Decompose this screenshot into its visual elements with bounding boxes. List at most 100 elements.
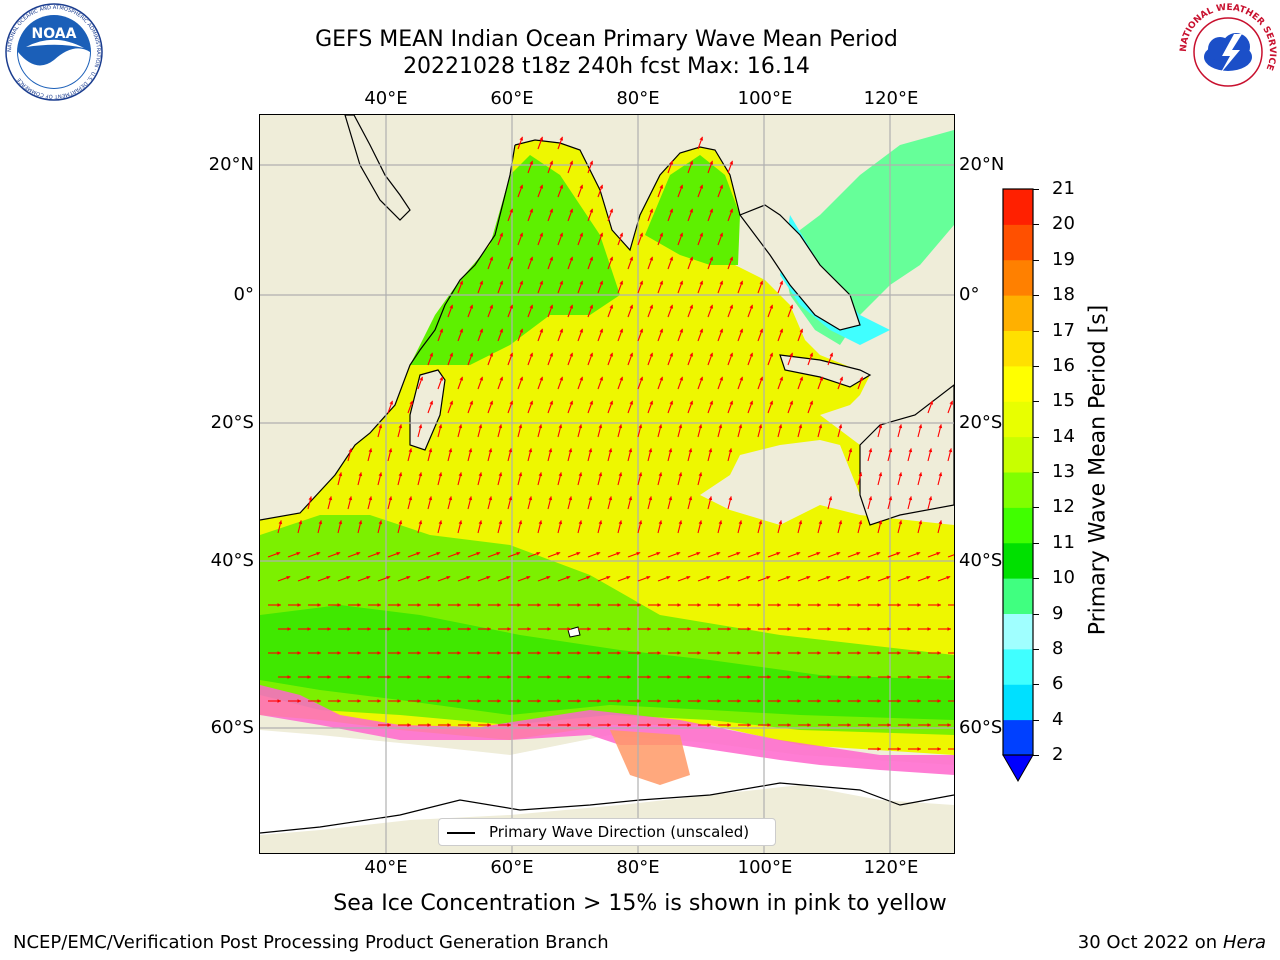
wave-arrow-head <box>837 699 841 703</box>
wave-arrow-head <box>937 651 941 655</box>
wave-arrow-head <box>449 400 454 405</box>
wave-arrow-head <box>908 496 913 501</box>
wave-arrow-head <box>649 256 654 261</box>
wave-arrow-head <box>877 603 881 607</box>
wave-arrow-head <box>539 328 544 333</box>
colorbar-tick-label: 9 <box>1052 602 1064 624</box>
wave-arrow-head <box>839 376 844 381</box>
wave-arrow-head <box>298 520 303 525</box>
wave-arrow-head <box>916 551 921 556</box>
wave-arrow-head <box>546 575 551 580</box>
colorbar-segment <box>1003 259 1033 296</box>
wave-arrow-head <box>579 376 584 381</box>
wave-arrow-head <box>687 723 691 727</box>
wave-arrow-head <box>508 496 513 501</box>
wave-arrow-head <box>847 627 851 631</box>
wave-arrow-head <box>657 651 661 655</box>
wave-arrow-head <box>677 603 681 607</box>
wave-arrow-head <box>866 575 871 580</box>
wave-arrow-head <box>609 304 614 309</box>
wave-arrow-head <box>578 472 583 477</box>
wave-arrow-head <box>687 627 691 631</box>
wave-arrow-head <box>509 256 514 261</box>
wave-arrow-head <box>847 723 851 727</box>
wave-arrow-head <box>588 448 593 453</box>
wave-arrow-head <box>729 400 734 405</box>
wave-arrow-head <box>528 448 533 453</box>
wave-arrow-head <box>489 400 494 405</box>
wave-arrow-head <box>466 575 471 580</box>
lat-tick-right: 0° <box>959 284 980 305</box>
wave-arrow-head <box>417 651 421 655</box>
wave-arrow-head <box>577 651 581 655</box>
wave-arrow-head <box>747 723 751 727</box>
wave-arrow-head <box>587 723 591 727</box>
wave-arrow-head <box>777 651 781 655</box>
wave-arrow-head <box>598 472 603 477</box>
java <box>779 354 872 388</box>
wave-arrow-head <box>398 424 403 429</box>
wave-arrow-head <box>859 376 864 381</box>
wave-arrow-head <box>729 208 734 213</box>
colorbar-segment <box>1003 578 1033 614</box>
wave-arrow-head <box>666 575 671 580</box>
wave-arrow-head <box>519 376 524 381</box>
wave-arrow-head <box>769 352 774 357</box>
wave-arrow-head <box>637 603 641 607</box>
wave-arrow-head <box>297 603 301 607</box>
lon-tick-top: 100°E <box>737 88 793 109</box>
wave-arrow-head <box>586 575 591 580</box>
wave-arrow-head <box>409 400 414 405</box>
wave-arrow-head <box>817 603 821 607</box>
wave-arrow-head <box>749 304 754 309</box>
wave-arrow-head <box>758 520 763 525</box>
legend-label: Primary Wave Direction (unscaled) <box>489 823 750 841</box>
chart-subtitle: 20221028 t18z 240h fcst Max: 16.14 <box>403 54 810 79</box>
wave-arrow-head <box>647 627 651 631</box>
wave-arrow-head <box>348 496 353 501</box>
wave-arrow-head <box>927 723 931 727</box>
wave-arrow-head <box>408 448 413 453</box>
india-coastline <box>514 139 741 252</box>
wave-arrow-head <box>689 400 694 405</box>
lat-tick-left: 0° <box>233 284 254 305</box>
wave-arrow-head <box>689 256 694 261</box>
legend: Primary Wave Direction (unscaled) <box>438 818 776 846</box>
wave-arrow-head <box>659 232 664 237</box>
wave-arrow-head <box>387 675 391 679</box>
colorbar-tick-mark <box>1033 401 1039 403</box>
wave-arrow-head <box>647 723 651 727</box>
wave-arrow-head <box>699 328 704 333</box>
wave-arrow-head <box>807 675 811 679</box>
wave-arrow-head <box>758 424 763 429</box>
wave-arrow-head <box>847 675 851 679</box>
colorbar-tick-label: 19 <box>1052 248 1075 270</box>
wave-arrow-head <box>326 575 331 580</box>
wave-arrow-head <box>557 651 561 655</box>
wave-direction-arrows <box>267 136 954 751</box>
wave-arrow-head <box>517 603 521 607</box>
wave-arrow-head <box>878 520 883 525</box>
wave-arrow-head <box>669 160 674 165</box>
wave-arrow-head <box>806 575 811 580</box>
wave-arrow-head <box>287 627 291 631</box>
wave-arrow-head <box>456 551 461 556</box>
colorbar-segment <box>1003 472 1033 508</box>
wave-arrow-head <box>789 352 794 357</box>
wave-arrow-head <box>659 280 664 285</box>
wave-arrow-head <box>699 232 704 237</box>
colorbar-segment <box>1003 189 1033 225</box>
wave-arrow-head <box>797 651 801 655</box>
wave-arrow-head <box>809 400 814 405</box>
wave-arrow-head <box>848 448 853 453</box>
wave-arrow-head <box>317 603 321 607</box>
colorbar-tick-mark <box>1033 330 1039 332</box>
wave-arrow-head <box>457 651 461 655</box>
wave-arrow-head <box>897 603 901 607</box>
wave-arrow-head <box>688 496 693 501</box>
wave-arrow-head <box>296 551 301 556</box>
wave-arrow-head <box>519 328 524 333</box>
wave-arrow-head <box>328 496 333 501</box>
wave-arrow-head <box>697 651 701 655</box>
wave-arrow-head <box>417 699 421 703</box>
